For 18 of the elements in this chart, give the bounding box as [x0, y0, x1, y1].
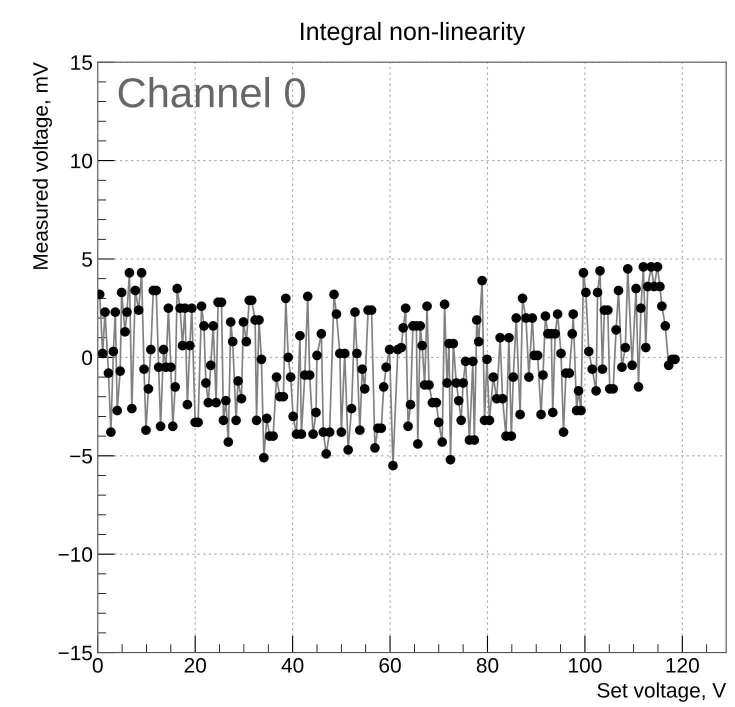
x-axis-title: Set voltage, V	[597, 682, 726, 702]
x-tick-label: 0	[92, 658, 103, 673]
chart-title: Integral non-linearity	[301, 22, 526, 46]
y-tick-label: 10	[71, 154, 92, 168]
x-tick-label: 60	[380, 658, 401, 673]
y-tick-label: 0	[82, 350, 92, 366]
y-tick-label: −5	[70, 448, 92, 464]
x-tick-label: 80	[476, 658, 498, 673]
x-tick-label: 120	[666, 658, 699, 673]
y-tick-label: −15	[58, 646, 92, 660]
x-tick-label: 100	[569, 658, 602, 673]
x-tick-label: 20	[184, 658, 206, 673]
y-tick-label: 15	[71, 55, 92, 70]
annotation: Channel 0	[118, 76, 305, 108]
y-tick-label: −10	[58, 547, 92, 562]
x-tick-label: 40	[282, 658, 304, 673]
y-tick-label: 5	[82, 252, 92, 267]
y-axis-title: Measured voltage, mV	[32, 62, 52, 269]
